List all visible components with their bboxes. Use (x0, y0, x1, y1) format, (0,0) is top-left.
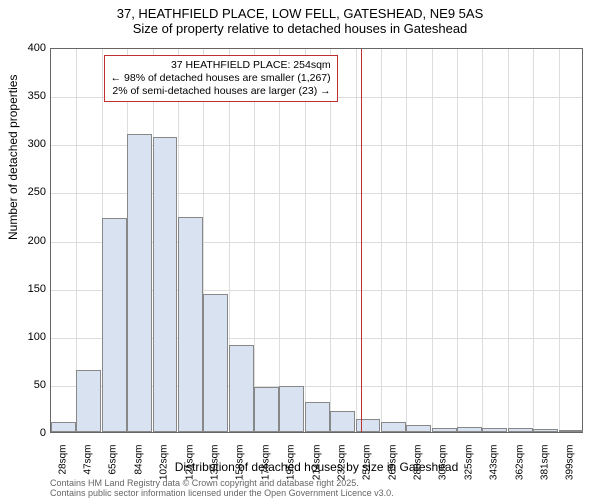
xtick-label: 176sqm (260, 445, 271, 485)
xtick-label: 399sqm (565, 445, 576, 485)
xtick-label: 306sqm (438, 445, 449, 485)
xtick-label: 195sqm (286, 445, 297, 485)
xtick-label: 139sqm (209, 445, 220, 485)
xtick-label: 362sqm (514, 445, 525, 485)
footnote-line2: Contains public sector information licen… (50, 488, 394, 498)
histogram-bar (356, 419, 381, 432)
histogram-bar (102, 218, 127, 432)
histogram-bar (330, 411, 355, 432)
gridline-v (356, 49, 357, 432)
gridline-v (381, 49, 382, 432)
reference-line (361, 49, 362, 432)
histogram-bar (305, 402, 330, 432)
histogram-bar (381, 422, 406, 432)
ytick-label: 300 (28, 138, 46, 150)
histogram-bar (457, 427, 482, 432)
gridline-v (254, 49, 255, 432)
gridline-v (482, 49, 483, 432)
xtick-label: 288sqm (413, 445, 424, 485)
ytick-label: 0 (40, 427, 46, 439)
histogram-bar (508, 428, 533, 432)
histogram-bar (406, 425, 431, 432)
xtick-label: 65sqm (108, 445, 119, 485)
histogram-bar (229, 345, 254, 432)
gridline-v (533, 49, 534, 432)
ytick-label: 100 (28, 331, 46, 343)
ytick-label: 250 (28, 186, 46, 198)
histogram-bar (533, 429, 558, 432)
gridline-v (559, 49, 560, 432)
chart-plot-area: 37 HEATHFIELD PLACE: 254sqm← 98% of deta… (50, 48, 583, 433)
xtick-label: 84sqm (133, 445, 144, 485)
ytick-label: 150 (28, 283, 46, 295)
xtick-label: 102sqm (159, 445, 170, 485)
gridline-v (279, 49, 280, 432)
histogram-bar (127, 134, 152, 432)
ytick-label: 50 (34, 379, 46, 391)
ytick-label: 400 (28, 42, 46, 54)
xtick-label: 251sqm (362, 445, 373, 485)
annotation-line2: ← 98% of detached houses are smaller (1,… (111, 72, 331, 85)
gridline-v (406, 49, 407, 432)
title-sub: Size of property relative to detached ho… (0, 21, 600, 40)
annotation-line1: 37 HEATHFIELD PLACE: 254sqm (111, 59, 331, 72)
title-main: 37, HEATHFIELD PLACE, LOW FELL, GATESHEA… (0, 0, 600, 21)
y-axis-label: Number of detached properties (6, 75, 20, 240)
histogram-bar (482, 428, 507, 432)
histogram-bar (254, 387, 279, 432)
gridline-v (330, 49, 331, 432)
xtick-label: 325sqm (463, 445, 474, 485)
gridline-v (432, 49, 433, 432)
xtick-label: 381sqm (539, 445, 550, 485)
annotation-box: 37 HEATHFIELD PLACE: 254sqm← 98% of deta… (104, 55, 338, 102)
histogram-bar (153, 137, 178, 432)
xtick-label: 269sqm (387, 445, 398, 485)
xtick-label: 28sqm (57, 445, 68, 485)
xtick-label: 232sqm (336, 445, 347, 485)
histogram-bar (76, 370, 101, 432)
xtick-label: 214sqm (311, 445, 322, 485)
gridline-v (457, 49, 458, 432)
xtick-label: 343sqm (489, 445, 500, 485)
xtick-label: 47sqm (83, 445, 94, 485)
xtick-label: 158sqm (235, 445, 246, 485)
annotation-line3: 2% of semi-detached houses are larger (2… (111, 85, 331, 98)
histogram-bar (178, 217, 203, 432)
histogram-bar (279, 386, 304, 432)
histogram-bar (559, 430, 584, 432)
histogram-bar (432, 428, 457, 432)
ytick-label: 350 (28, 90, 46, 102)
ytick-label: 200 (28, 235, 46, 247)
gridline-v (305, 49, 306, 432)
histogram-bar (51, 422, 76, 432)
gridline-v (508, 49, 509, 432)
histogram-bar (203, 294, 228, 432)
xtick-label: 121sqm (184, 445, 195, 485)
